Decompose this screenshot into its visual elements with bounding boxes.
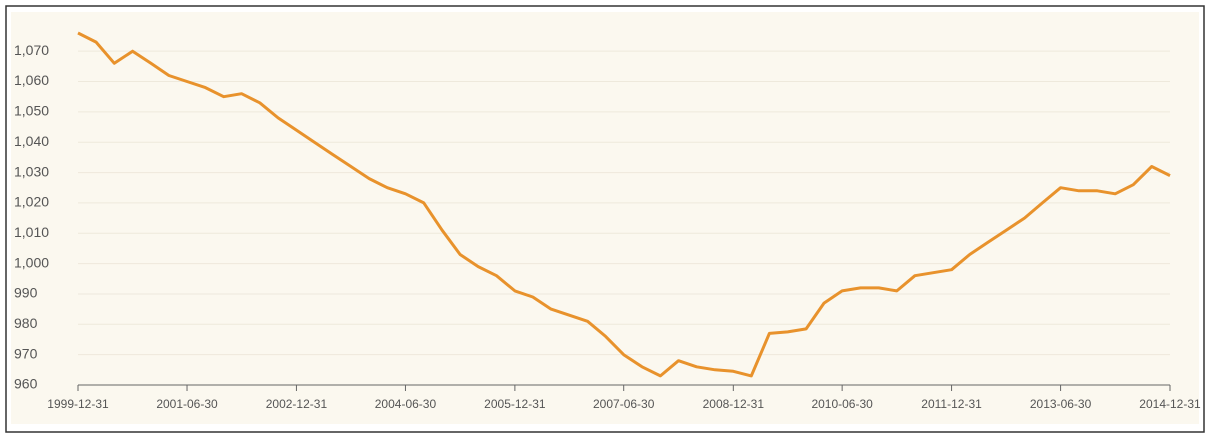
y-tick-label: 980 [14,315,38,331]
y-tick-label: 1,020 [14,194,49,210]
x-tick-label: 1999-12-31 [47,397,109,411]
y-tick-label: 1,010 [14,224,49,240]
x-tick-label: 2014-12-31 [1139,397,1201,411]
x-tick-label: 2008-12-31 [703,397,765,411]
y-tick-label: 970 [14,345,38,361]
x-tick-label: 2001-06-30 [156,397,218,411]
y-tick-label: 1,000 [14,254,49,270]
x-tick-label: 2011-12-31 [921,397,982,411]
x-tick-label: 2013-06-30 [1030,397,1092,411]
x-tick-label: 2007-06-30 [593,397,655,411]
x-tick-label: 2005-12-31 [484,397,546,411]
x-tick-label: 2002-12-31 [266,397,328,411]
y-tick-label: 1,030 [14,163,49,179]
y-tick-label: 1,050 [14,103,49,119]
data-line [77,31,1171,378]
y-tick-label: 1,040 [14,133,49,149]
y-tick-label: 1,060 [14,72,49,88]
y-tick-label: 1,070 [14,42,49,58]
x-tick-label: 2004-06-30 [375,397,437,411]
y-tick-label: 960 [14,376,38,392]
plot-background [11,12,1199,424]
y-tick-label: 990 [14,285,38,301]
x-tick-label: 2010-06-30 [811,397,873,411]
